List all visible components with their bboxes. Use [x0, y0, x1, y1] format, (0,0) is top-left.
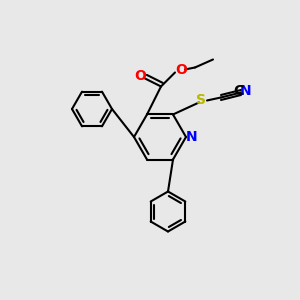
Text: N: N: [186, 130, 198, 144]
Text: O: O: [134, 70, 146, 83]
Text: S: S: [196, 94, 206, 107]
Text: O: O: [175, 64, 187, 77]
Text: N: N: [240, 85, 252, 98]
Text: C: C: [233, 85, 243, 98]
